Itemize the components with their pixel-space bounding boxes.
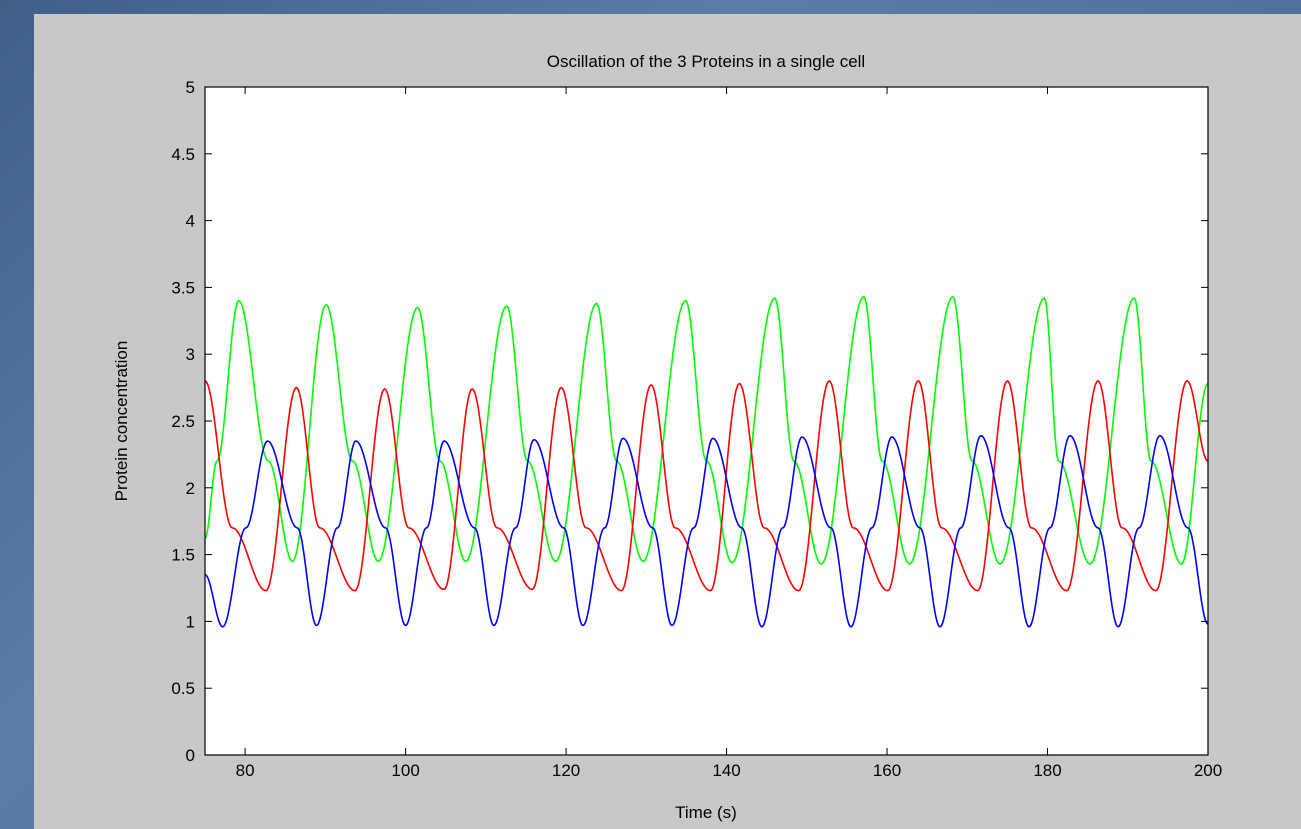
x-tick-label-0: 80 — [236, 761, 255, 780]
x-tick-label-6: 200 — [1194, 761, 1222, 780]
plot-area — [205, 87, 1208, 755]
series-layer — [204, 295, 1209, 628]
y-tick-label-4: 2 — [186, 479, 195, 498]
y-tick-label-10: 5 — [186, 78, 195, 97]
y-tick-label-8: 4 — [186, 212, 195, 231]
y-tick-label-1: 0.5 — [171, 679, 195, 698]
x-tick-label-1: 100 — [391, 761, 419, 780]
x-tick-label-2: 120 — [552, 761, 580, 780]
y-tick-label-2: 1 — [186, 612, 195, 631]
y-axis-label: Protein concentration — [112, 341, 131, 502]
chart-title: Oscillation of the 3 Proteins in a singl… — [547, 52, 865, 71]
series-line-0 — [204, 295, 1209, 565]
figure-window: 80 100 120 140 160 180 200 0 0.5 1 1.5 2 2.5 3 3.5 4 4.5… — [34, 14, 1301, 829]
series-line-1 — [204, 379, 1209, 592]
y-tick-label-5: 2.5 — [171, 412, 195, 431]
tick-layer: 80 100 120 140 160 180 200 0 0.5 1 1.5 2 2.5 3 3.5 4 4.5… — [171, 78, 1222, 780]
x-tick-label-3: 140 — [712, 761, 740, 780]
series-line-2 — [204, 434, 1209, 628]
y-tick-label-7: 3.5 — [171, 278, 195, 297]
plot-frame — [204, 86, 1209, 756]
x-tick-label-5: 180 — [1033, 761, 1061, 780]
chart-canvas: 80 100 120 140 160 180 200 0 0.5 1 1.5 2 2.5 3 3.5 4 4.5… — [112, 52, 1222, 822]
x-tick-label-4: 160 — [873, 761, 901, 780]
x-axis-label: Time (s) — [675, 803, 737, 822]
y-tick-label-9: 4.5 — [171, 145, 195, 164]
y-tick-label-0: 0 — [186, 746, 195, 765]
y-tick-label-3: 1.5 — [171, 546, 195, 565]
y-tick-label-6: 3 — [186, 345, 195, 364]
